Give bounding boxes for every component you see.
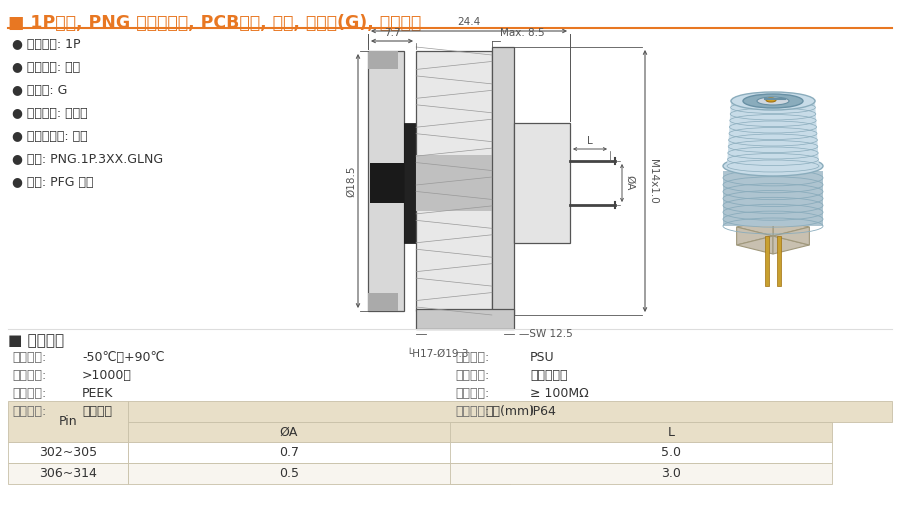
Text: M14x1.0: M14x1.0: [648, 158, 658, 203]
Bar: [8, 401, 128, 442]
Text: L: L: [668, 426, 674, 438]
Text: ■ 1P系列, PNG 固定式插座, PCB板式, 防水, 定位销(G), 螺母固定: ■ 1P系列, PNG 固定式插座, PCB板式, 防水, 定位销(G), 螺母…: [8, 14, 421, 32]
Bar: [368, 51, 398, 69]
Text: 铜合金镀金: 铜合金镀金: [530, 369, 568, 382]
Text: ● 料号: PNG.1P.3XX.GLNG: ● 料号: PNG.1P.3XX.GLNG: [12, 153, 163, 166]
Text: 主体材料:: 主体材料:: [455, 351, 490, 364]
Bar: [514, 123, 570, 243]
Polygon shape: [736, 227, 773, 245]
Bar: [450, 422, 832, 442]
Text: 端子材料:: 端子材料:: [455, 369, 490, 382]
Text: ● 连接头形状: 直头: ● 连接头形状: 直头: [12, 130, 87, 143]
Text: Ø18.5: Ø18.5: [346, 165, 356, 197]
Ellipse shape: [723, 156, 823, 176]
Ellipse shape: [766, 98, 776, 102]
Text: ≥ 100MΩ: ≥ 100MΩ: [530, 387, 589, 400]
Text: ■ 技术参数: ■ 技术参数: [8, 333, 64, 348]
Text: 7.7: 7.7: [383, 28, 400, 38]
Bar: [8, 463, 128, 484]
Text: 胶芯材料:: 胶芯材料:: [12, 387, 46, 400]
Text: 黄铜镀镍: 黄铜镀镍: [82, 405, 112, 418]
Bar: [777, 236, 781, 286]
Text: 302~305: 302~305: [39, 446, 97, 459]
Bar: [416, 309, 514, 329]
Text: PSU: PSU: [530, 351, 554, 364]
Text: 0.5: 0.5: [279, 467, 299, 480]
Text: 3.0: 3.0: [662, 467, 681, 480]
Text: ● 针芯类型: 母针: ● 针芯类型: 母针: [12, 61, 80, 74]
Text: 尺寸(mm): 尺寸(mm): [485, 405, 535, 418]
Bar: [128, 401, 892, 422]
Bar: [416, 155, 492, 211]
Text: 防护等级:: 防护等级:: [455, 405, 490, 418]
Bar: [404, 123, 416, 243]
Text: └H17-Ø19.3: └H17-Ø19.3: [406, 349, 469, 359]
Text: 插拔次数:: 插拔次数:: [12, 369, 46, 382]
Text: ØA: ØA: [280, 426, 298, 438]
Polygon shape: [736, 218, 773, 236]
Text: ● 锁紧方式: 自锁式: ● 锁紧方式: 自锁式: [12, 107, 87, 120]
Text: 0.7: 0.7: [279, 446, 299, 459]
Bar: [128, 463, 510, 484]
Bar: [128, 422, 510, 442]
Text: Pin: Pin: [58, 415, 77, 428]
Text: ● 连接系列: 1P: ● 连接系列: 1P: [12, 38, 80, 51]
Text: 绝缘阻抗:: 绝缘阻抗:: [455, 387, 490, 400]
Text: -50℃～+90℃: -50℃～+90℃: [82, 351, 165, 364]
Text: Max. 8.5: Max. 8.5: [500, 28, 544, 38]
Text: —SW 12.5: —SW 12.5: [519, 329, 572, 339]
Text: >1000次: >1000次: [82, 369, 132, 382]
Polygon shape: [773, 236, 809, 254]
Text: L: L: [587, 136, 593, 146]
Text: 5.0: 5.0: [661, 446, 681, 459]
Ellipse shape: [757, 97, 789, 105]
Text: 24.4: 24.4: [457, 17, 481, 27]
Bar: [368, 51, 404, 311]
Polygon shape: [736, 236, 773, 254]
Polygon shape: [773, 227, 809, 245]
Polygon shape: [727, 101, 819, 166]
Bar: [370, 163, 404, 203]
Text: 306~314: 306~314: [39, 467, 97, 480]
Polygon shape: [773, 218, 809, 236]
Polygon shape: [723, 171, 823, 226]
Ellipse shape: [731, 92, 815, 110]
Bar: [416, 51, 492, 311]
Bar: [368, 293, 398, 311]
Bar: [450, 442, 832, 463]
Text: IP64: IP64: [530, 405, 557, 418]
Ellipse shape: [743, 94, 803, 108]
Bar: [450, 463, 832, 484]
Text: PEEK: PEEK: [82, 387, 113, 400]
Text: ØA: ØA: [625, 175, 635, 191]
Text: ● 定位销: G: ● 定位销: G: [12, 84, 68, 97]
Text: 螺母材料:: 螺母材料:: [12, 405, 46, 418]
Bar: [765, 236, 769, 286]
Bar: [128, 442, 510, 463]
Bar: [8, 442, 128, 463]
Bar: [492, 47, 514, 315]
Text: 适用温度:: 适用温度:: [12, 351, 46, 364]
Text: ● 适配: PFG 系列: ● 适配: PFG 系列: [12, 176, 94, 189]
